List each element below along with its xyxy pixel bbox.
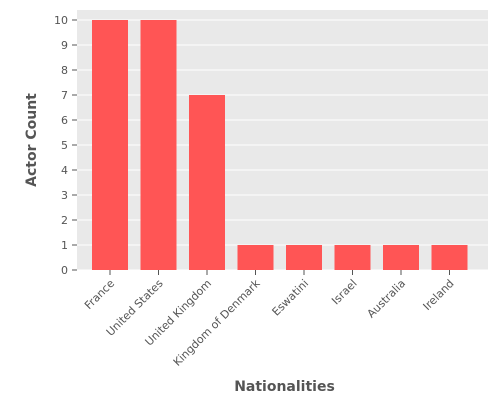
y-tick-label: 5 [61, 139, 68, 152]
x-tick-label: Kingdom of Denmark [171, 276, 263, 368]
bar-ireland [431, 245, 468, 270]
bar-france [92, 20, 128, 270]
bar-australia [383, 245, 419, 270]
plot-area [77, 10, 488, 270]
y-tick-label: 4 [61, 164, 68, 177]
y-tick-label: 3 [61, 189, 68, 202]
y-axis-title: Actor Count [24, 93, 40, 187]
y-tick-label: 8 [61, 64, 68, 77]
x-tick-label: Ireland [421, 277, 457, 313]
x-tick-label: Eswatini [270, 277, 312, 319]
bar-united-states [140, 20, 177, 270]
y-tick-label: 7 [61, 89, 68, 102]
y-tick-label: 2 [61, 214, 68, 227]
bar-eswatini [286, 245, 322, 270]
bar-israel [334, 245, 371, 270]
x-tick-label: France [82, 277, 117, 312]
bars [92, 20, 468, 270]
y-tick-label: 1 [61, 239, 68, 252]
y-tick-label: 10 [54, 14, 68, 27]
x-tick-label: Australia [365, 277, 409, 321]
x-tick-label: Israel [329, 277, 359, 307]
y-tick-label: 6 [61, 114, 68, 127]
x-axis-title: Nationalities [234, 379, 335, 395]
y-tick-label: 0 [61, 264, 68, 277]
bar-kingdom-of-denmark [237, 245, 274, 270]
y-axis-ticks: 0 1 2 3 4 5 6 7 8 9 10 [54, 14, 77, 277]
bar-united-kingdom [189, 95, 225, 270]
y-tick-label: 9 [61, 39, 68, 52]
